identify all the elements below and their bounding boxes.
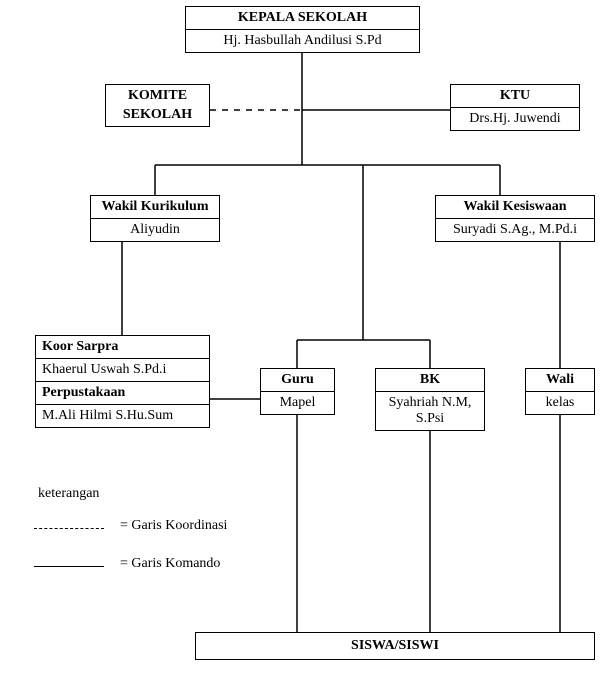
- legend-solid-sample: [34, 566, 104, 567]
- wakur-title: Wakil Kurikulum: [91, 196, 219, 219]
- wakis-title: Wakil Kesiswaan: [436, 196, 594, 219]
- node-wakil-kesiswaan: Wakil Kesiswaan Suryadi S.Ag., M.Pd.i: [435, 195, 595, 242]
- sarpra-name: Khaerul Uswah S.Pd.i: [36, 359, 209, 381]
- wali-name: kelas: [526, 392, 594, 414]
- wakis-name: Suryadi S.Ag., M.Pd.i: [436, 219, 594, 241]
- wakur-name: Aliyudin: [91, 219, 219, 241]
- node-bk: BK Syahriah N.M, S.Psi: [375, 368, 485, 431]
- ktu-title: KTU: [451, 85, 579, 108]
- node-wakil-kurikulum: Wakil Kurikulum Aliyudin: [90, 195, 220, 242]
- node-siswa: SISWA/SISWI: [195, 632, 595, 660]
- node-komite-sekolah: KOMITE SEKOLAH: [105, 84, 210, 127]
- node-ktu: KTU Drs.Hj. Juwendi: [450, 84, 580, 131]
- siswa-title: SISWA/SISWI: [196, 633, 594, 659]
- sarpra-title: Koor Sarpra: [36, 336, 209, 359]
- legend-caption: keterangan: [38, 486, 99, 502]
- perpus-title: Perpustakaan: [36, 382, 209, 405]
- komite-title: KOMITE: [106, 85, 209, 107]
- kepala-name: Hj. Hasbullah Andilusi S.Pd: [186, 30, 419, 52]
- legend-dash-label: = Garis Koordinasi: [120, 518, 227, 534]
- wali-title: Wali: [526, 369, 594, 392]
- legend-solid-label: = Garis Komando: [120, 556, 220, 572]
- org-chart-stage: KEPALA SEKOLAH Hj. Hasbullah Andilusi S.…: [0, 0, 615, 676]
- node-wali: Wali kelas: [525, 368, 595, 415]
- ktu-name: Drs.Hj. Juwendi: [451, 108, 579, 130]
- legend-dash-sample: [34, 528, 104, 529]
- kepala-title: KEPALA SEKOLAH: [186, 7, 419, 30]
- bk-title: BK: [376, 369, 484, 392]
- node-guru: Guru Mapel: [260, 368, 335, 415]
- bk-name: Syahriah N.M, S.Psi: [376, 392, 484, 430]
- guru-title: Guru: [261, 369, 334, 392]
- node-kepala-sekolah: KEPALA SEKOLAH Hj. Hasbullah Andilusi S.…: [185, 6, 420, 53]
- perpus-name: M.Ali Hilmi S.Hu.Sum: [36, 405, 209, 427]
- node-perpustakaan: Perpustakaan M.Ali Hilmi S.Hu.Sum: [35, 381, 210, 428]
- guru-name: Mapel: [261, 392, 334, 414]
- node-koor-sarpra: Koor Sarpra Khaerul Uswah S.Pd.i: [35, 335, 210, 382]
- komite-sub: SEKOLAH: [106, 107, 209, 126]
